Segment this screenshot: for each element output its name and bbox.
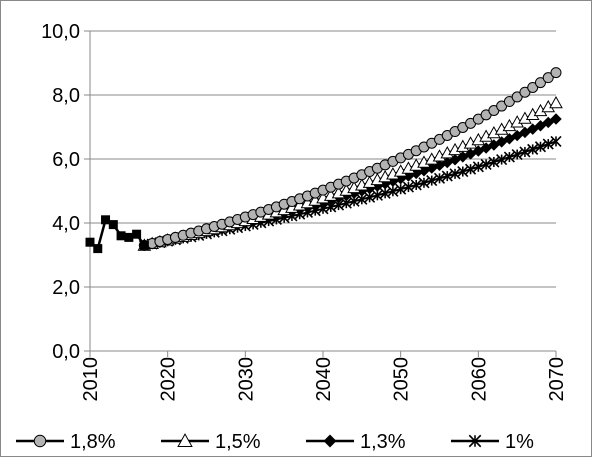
x-tick-label: 2070	[546, 357, 568, 402]
marker-star	[550, 135, 562, 147]
marker-square	[139, 240, 149, 250]
marker-circle	[550, 67, 562, 79]
y-tick-label: 4,0	[52, 213, 80, 235]
marker-circle	[534, 77, 546, 89]
x-tick-label: 2010	[80, 357, 102, 402]
marker-star	[457, 165, 469, 178]
marker-square	[85, 237, 95, 247]
marker-diamond	[323, 434, 337, 448]
y-tick-label: 10,0	[41, 21, 80, 43]
marker-star	[441, 170, 453, 182]
marker-triangle	[177, 433, 193, 448]
marker-square	[108, 220, 118, 230]
legend-item: 1%	[451, 431, 534, 453]
marker-circle	[542, 72, 554, 84]
marker-diamond	[534, 120, 547, 132]
y-tick-label: 0,0	[52, 341, 80, 363]
marker-triangle	[549, 95, 563, 109]
marker-square	[101, 215, 111, 225]
y-tick-label: 6,0	[52, 149, 80, 171]
marker-diamond	[550, 113, 562, 125]
x-tick-label: 2020	[158, 357, 180, 402]
marker-star	[488, 156, 500, 168]
marker-star	[449, 168, 461, 180]
marker-square	[116, 231, 126, 241]
marker-star	[472, 161, 484, 173]
marker-star	[542, 138, 554, 150]
y-tick-label: 2,0	[52, 277, 80, 299]
x-tick-label: 2060	[468, 357, 490, 402]
marker-circle	[33, 434, 47, 448]
legend-label: 1,8%	[70, 431, 116, 453]
legend-label: 1,3%	[360, 431, 406, 453]
legend-label: 1%	[505, 431, 534, 453]
marker-star	[519, 146, 531, 158]
legend-item: 1,8%	[16, 431, 116, 453]
marker-star	[527, 143, 539, 155]
marker-diamond	[503, 133, 516, 145]
marker-circle	[519, 86, 531, 98]
marker-square	[93, 244, 103, 254]
series-historical	[85, 215, 149, 254]
x-tick-label: 2030	[235, 357, 257, 402]
legend-label: 1,5%	[215, 431, 261, 453]
x-tick-label: 2040	[313, 357, 335, 402]
marker-diamond	[542, 116, 554, 129]
marker-star	[468, 434, 482, 448]
marker-star	[503, 151, 515, 163]
y-tick-label: 8,0	[52, 85, 80, 107]
marker-square	[124, 232, 134, 242]
marker-star	[496, 153, 508, 166]
marker-diamond	[511, 129, 523, 142]
marker-star	[511, 148, 523, 161]
marker-star	[480, 158, 492, 170]
marker-star	[534, 141, 547, 153]
marker-circle	[527, 81, 539, 93]
x-tick-label: 2050	[391, 357, 413, 402]
marker-diamond	[480, 142, 492, 154]
legend-item: 1,5%	[161, 431, 261, 453]
marker-square	[132, 229, 142, 239]
marker-diamond	[526, 123, 539, 135]
marker-star	[465, 163, 477, 175]
marker-star	[433, 172, 446, 184]
marker-diamond	[495, 136, 508, 148]
marker-diamond	[488, 139, 500, 151]
marker-diamond	[519, 126, 531, 139]
legend-item: 1,3%	[306, 431, 406, 453]
